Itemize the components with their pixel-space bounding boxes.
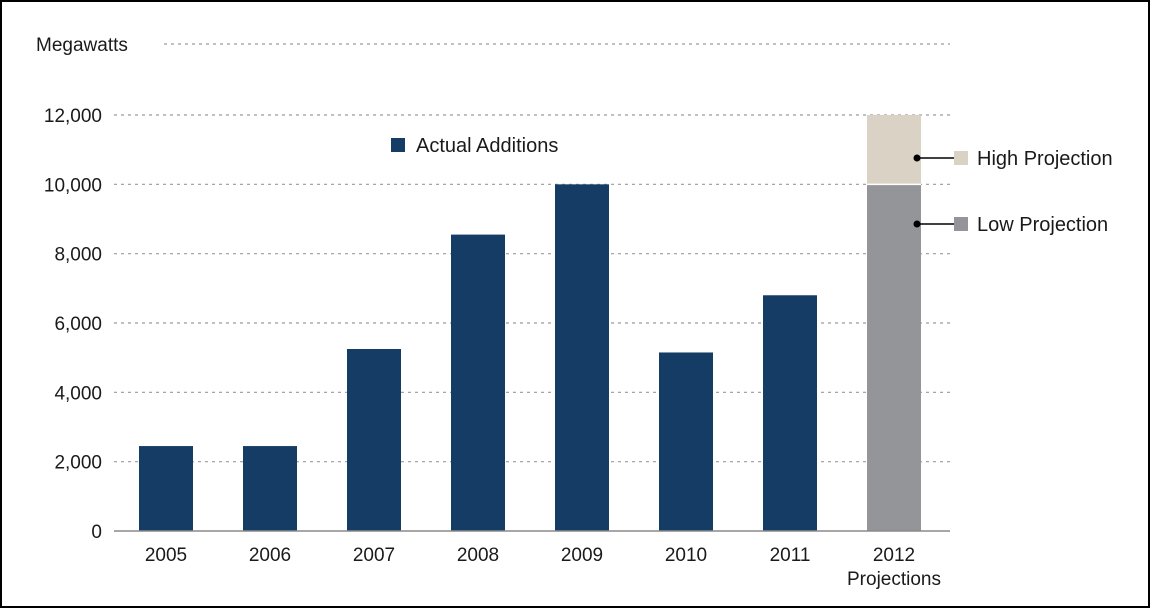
bar-2011-actual-additions [763,295,817,531]
x-tick-label: 2008 [457,545,499,566]
bar-2008-actual-additions [451,234,505,531]
bar-2007-actual-additions [347,349,401,531]
x-tick-label: 2006 [249,545,291,566]
y-tick-label: 8,000 [54,245,102,266]
legend-label-actual-additions: Actual Additions [416,135,558,157]
legend-swatch-high-projection [954,151,968,165]
legend-low-projection: Low Projection [913,214,1108,236]
x-tick-label: 2012 [873,545,915,566]
y-axis-unit-label: Megawatts [36,35,128,56]
y-tick-label: 10,000 [44,175,102,196]
legend-swatch-actual-additions [391,138,405,152]
y-axis-ticks: 0 2,000 4,000 6,000 8,000 10,000 12,000 [44,106,102,543]
x-tick-label: 2010 [665,545,707,566]
legend-high-projection: High Projection [913,148,1113,170]
bar-2012-high-projection [867,115,921,185]
legend-label-low-projection: Low Projection [977,214,1108,236]
bar-2009-actual-additions [555,184,609,532]
y-tick-label: 4,000 [54,383,102,404]
y-tick-label: 12,000 [44,106,102,127]
x-tick-label: 2009 [561,545,603,566]
bar-2012-low-projection [867,184,921,532]
y-tick-label: 0 [91,522,102,543]
x-tick-label: 2005 [145,545,187,566]
bars [139,115,921,532]
x-tick-sublabel: Projections [847,569,941,590]
bar-2005-actual-additions [139,446,193,531]
y-tick-label: 6,000 [54,314,102,335]
legend-swatch-low-projection [954,217,968,231]
legend-actual-additions: Actual Additions [391,135,558,157]
gridlines [114,43,950,463]
bar-2010-actual-additions [659,352,713,531]
x-tick-label: 2011 [770,545,811,566]
x-tick-label: 2007 [353,545,395,566]
y-tick-label: 2,000 [54,453,102,474]
bar-2006-actual-additions [243,446,297,531]
legend-label-high-projection: High Projection [977,148,1113,170]
x-axis-ticks: 2005 2006 2007 2008 2009 2010 2011 2012 Projecti… [145,545,941,590]
